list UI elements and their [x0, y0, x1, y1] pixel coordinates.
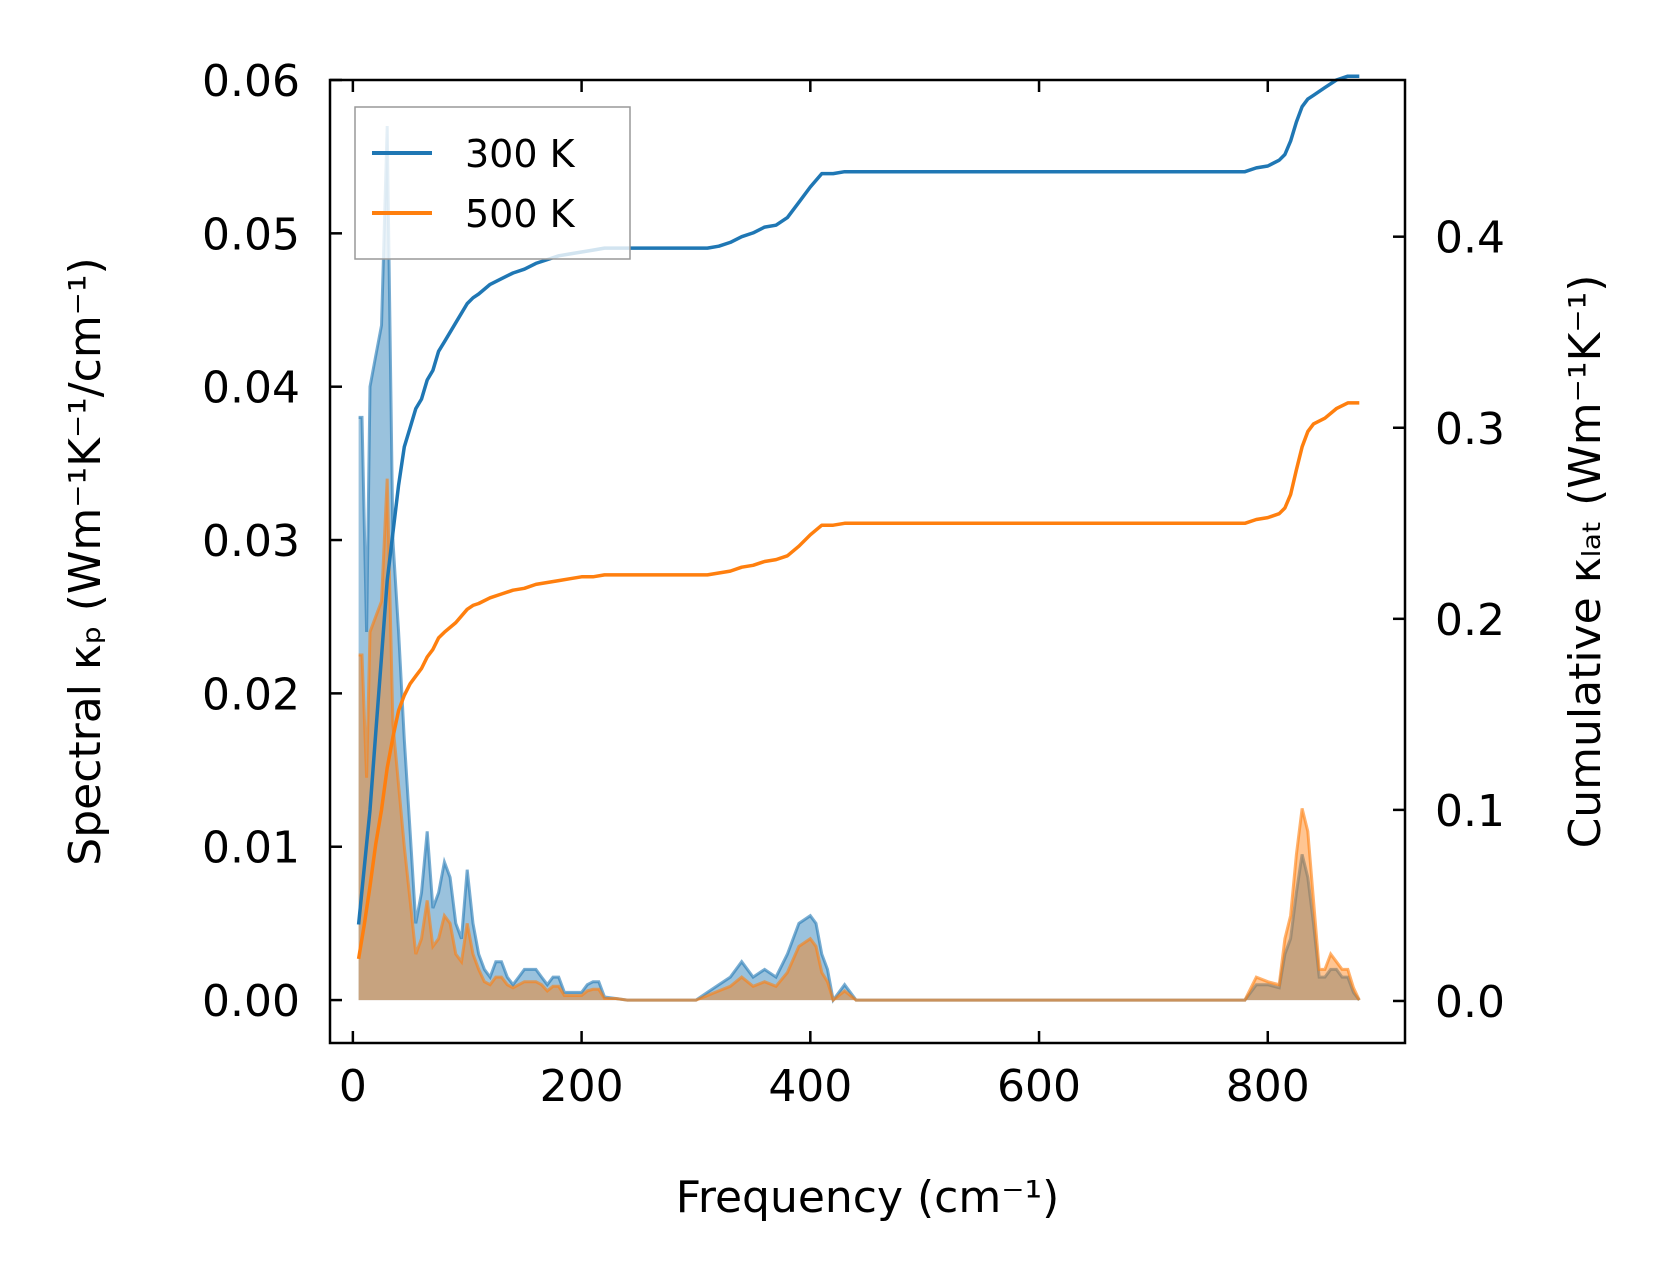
x-tick-label: 200	[540, 1061, 624, 1112]
plot-frame	[328, 78, 1407, 1045]
left-y-tick-label: 0.03	[202, 516, 300, 567]
x-axis-label: Frequency (cm⁻¹)	[676, 1172, 1060, 1223]
left-y-tick-label: 0.01	[202, 823, 300, 874]
right-y-axis-label: Cumulative κₗₐₜ (Wm⁻¹K⁻¹)	[1560, 275, 1611, 849]
right-y-tick-label: 0.3	[1435, 404, 1505, 455]
legend-label: 500 K	[465, 192, 576, 236]
right-y-tick-label: 0.2	[1435, 595, 1505, 646]
left-y-tick-label: 0.05	[202, 209, 300, 260]
left-y-tick-label: 0.02	[202, 669, 300, 720]
cumulative-series-layer	[356, 74, 1360, 960]
right-y-tick-label: 0.1	[1435, 786, 1505, 837]
left-y-tick-label: 0.00	[202, 976, 300, 1027]
legend-label: 300 K	[465, 132, 576, 176]
plot-area	[356, 74, 1361, 1004]
cumulative-line-300-k	[356, 74, 1360, 925]
left-y-axis-label: Spectral κₚ (Wm⁻¹K⁻¹/cm⁻¹)	[60, 257, 111, 865]
spectral-line-300-k	[358, 125, 1361, 1004]
legend-box	[354, 106, 631, 260]
spectral-series-layer	[358, 125, 1361, 1004]
x-tick-label: 400	[768, 1061, 852, 1112]
legend: 300 K 500 K	[354, 106, 631, 260]
left-y-tick-label: 0.06	[202, 56, 300, 107]
ticks-layer: 0 200 400 600 800 0.00 0.01 0.02 0.03 0.04 0.05 0.0…	[202, 56, 1505, 1112]
cumulative-line-500-k	[356, 401, 1360, 960]
left-y-tick-label: 0.04	[202, 363, 300, 414]
x-tick-label: 800	[1226, 1061, 1310, 1112]
x-tick-label: 600	[997, 1061, 1081, 1112]
spectral-line-500-k	[358, 478, 1361, 1003]
x-tick-label: 0	[339, 1061, 367, 1112]
right-y-tick-label: 0.4	[1435, 213, 1505, 264]
right-y-tick-label: 0.0	[1435, 977, 1505, 1028]
